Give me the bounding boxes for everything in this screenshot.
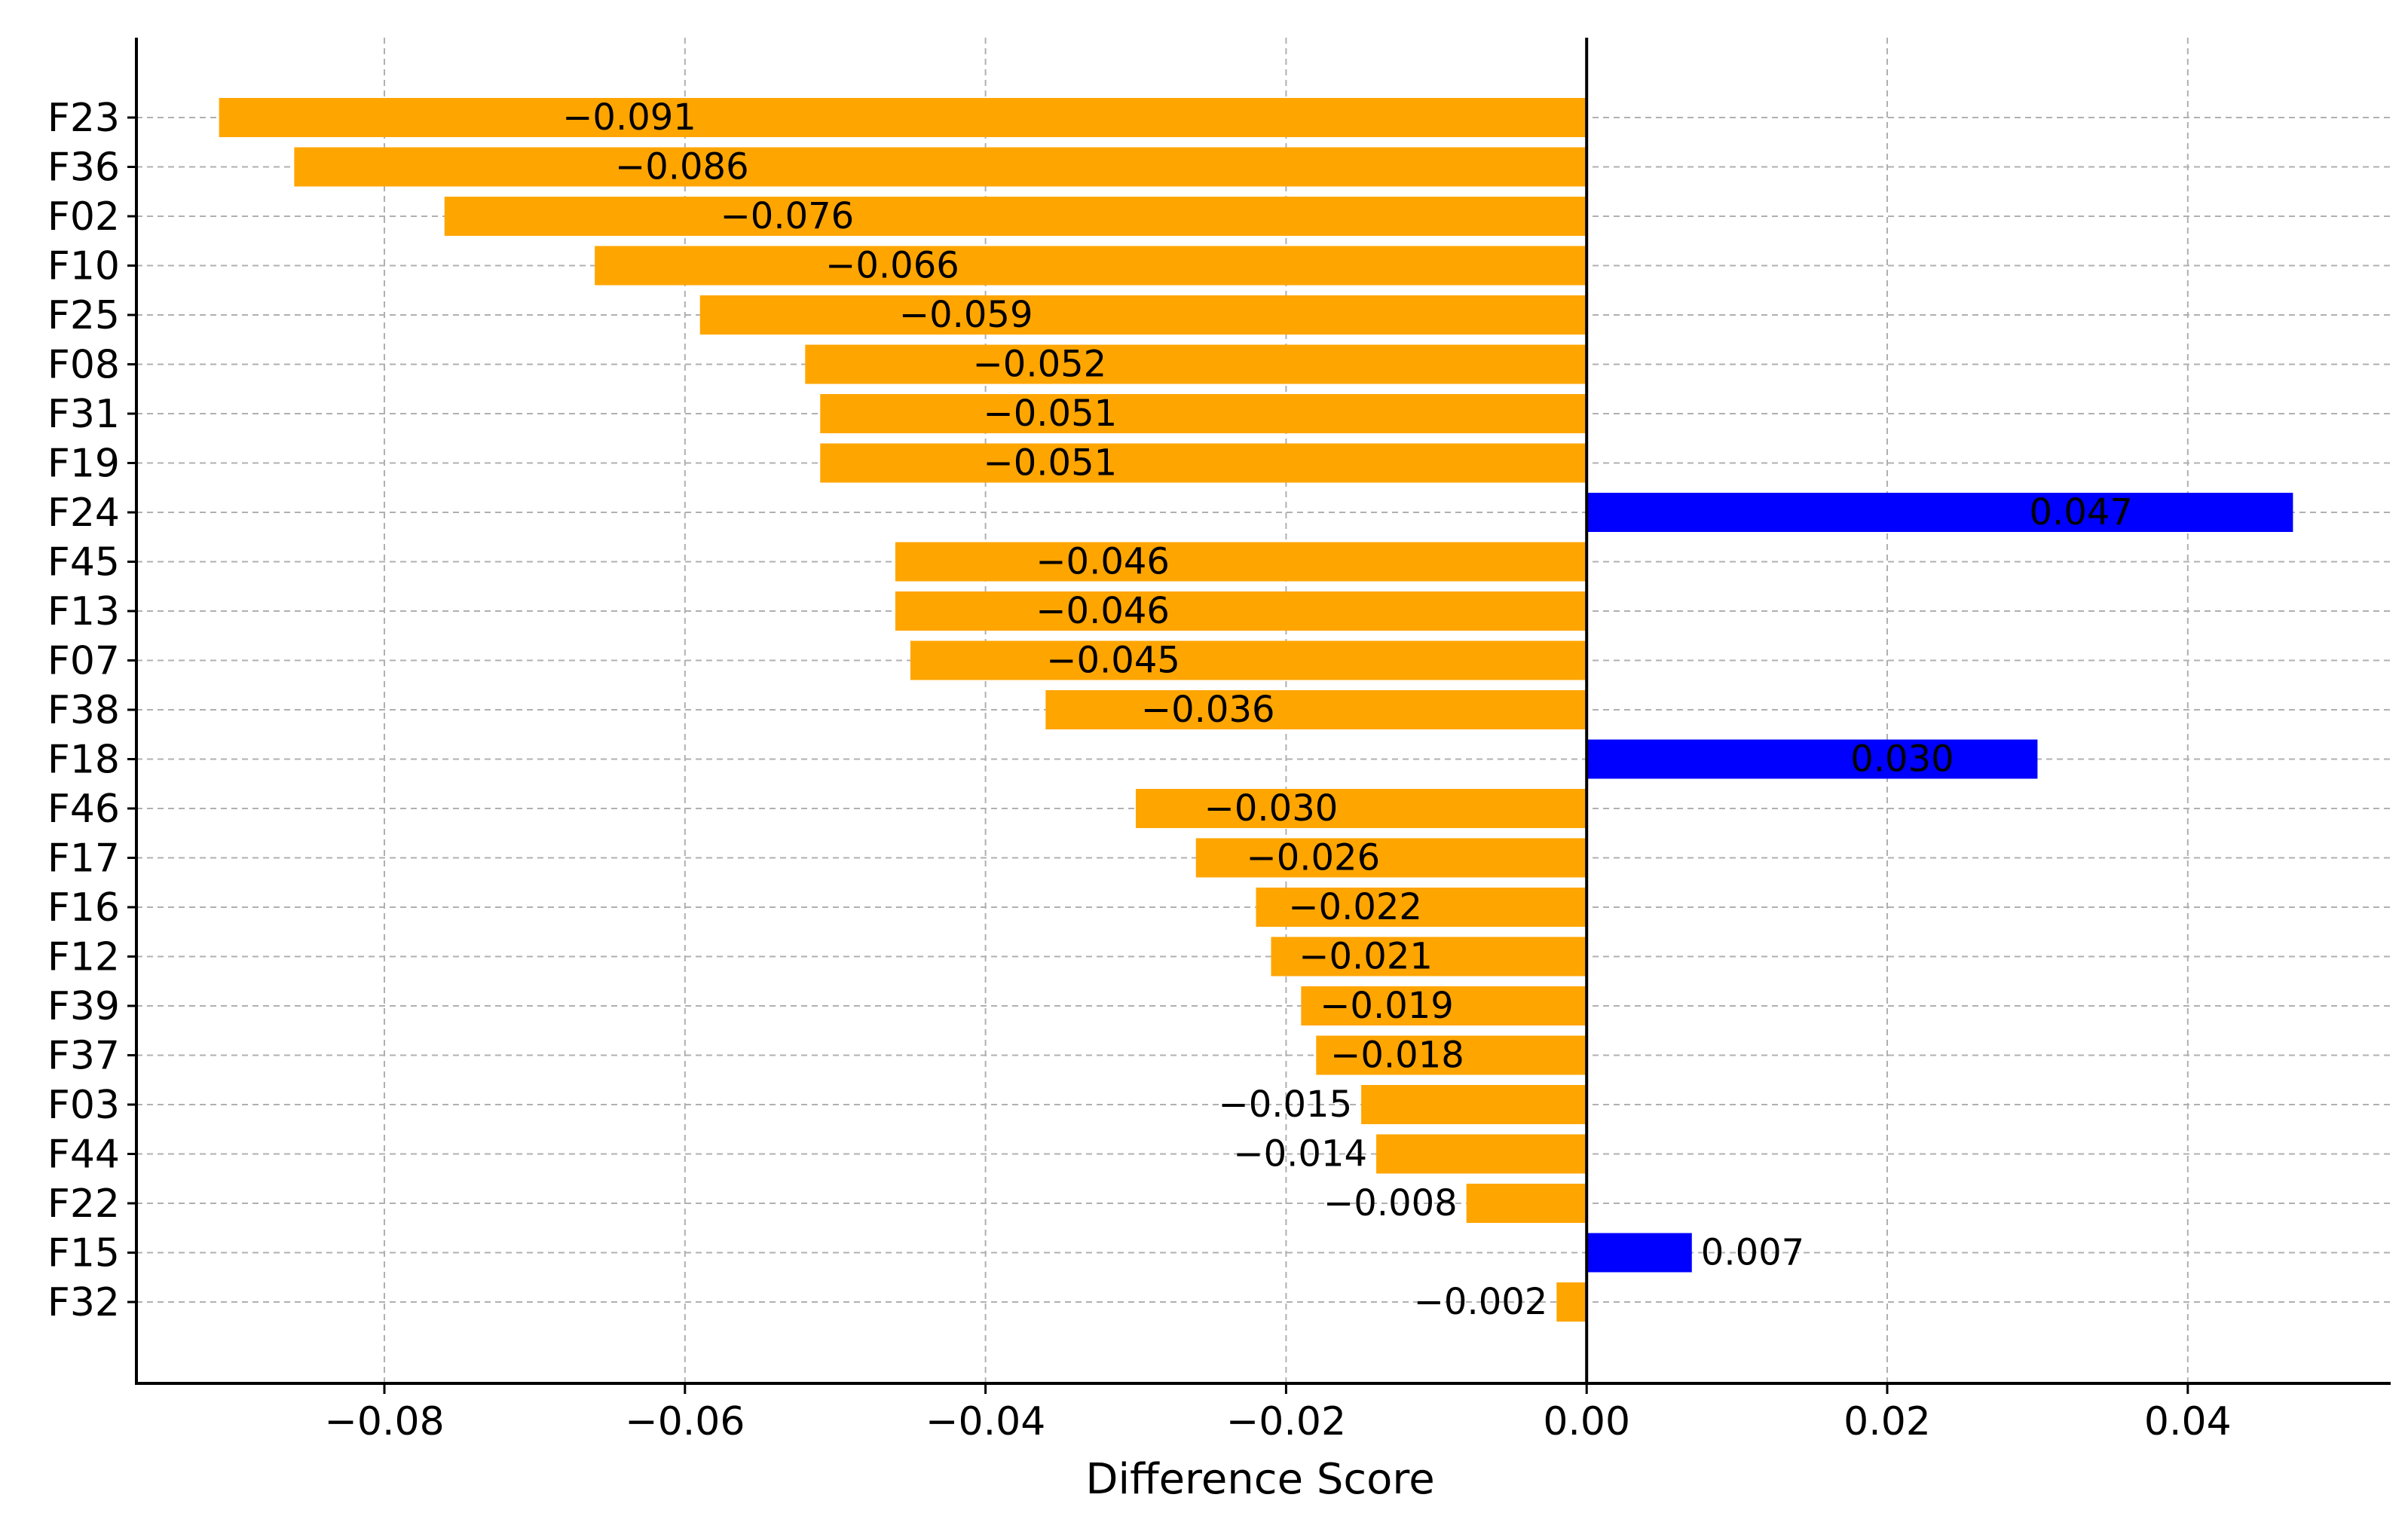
value-label-f23: −0.091 — [562, 96, 696, 139]
y-tick-label-f17: F17 — [47, 836, 120, 882]
value-label-f39: −0.019 — [1320, 985, 1454, 1027]
y-tick-label-f02: F02 — [47, 194, 120, 240]
bar-f32 — [1556, 1282, 1587, 1322]
bar-f25 — [699, 295, 1587, 335]
value-label-f17: −0.026 — [1246, 837, 1380, 879]
y-tick-label-f36: F36 — [47, 145, 120, 191]
value-label-f12: −0.021 — [1299, 936, 1433, 978]
y-tick-label-f08: F08 — [47, 343, 120, 388]
y-tick-label-f22: F22 — [47, 1181, 120, 1227]
value-label-f44: −0.014 — [1233, 1133, 1367, 1175]
bar-f31 — [820, 394, 1587, 433]
bar-f10 — [595, 246, 1587, 286]
y-tick-label-f15: F15 — [47, 1231, 120, 1276]
bar-f37 — [1316, 1035, 1587, 1075]
bar-f19 — [820, 443, 1587, 483]
y-tick-label-f07: F07 — [47, 639, 120, 684]
value-label-f15: 0.007 — [1701, 1232, 1804, 1274]
y-tick-label-f39: F39 — [47, 984, 120, 1029]
value-label-f22: −0.008 — [1323, 1182, 1458, 1224]
value-label-f08: −0.052 — [973, 344, 1107, 386]
value-label-f03: −0.015 — [1218, 1083, 1352, 1126]
bars — [219, 98, 2293, 1322]
bar-f22 — [1466, 1184, 1587, 1223]
value-label-f25: −0.059 — [899, 294, 1033, 336]
x-axis-title: Difference Score — [1085, 1455, 1434, 1504]
value-label-f45: −0.046 — [1036, 541, 1170, 583]
bar-f02 — [444, 197, 1587, 236]
value-label-f37: −0.018 — [1330, 1035, 1464, 1077]
value-label-f24: 0.047 — [2030, 491, 2133, 533]
y-tick-label-f10: F10 — [47, 244, 120, 289]
bar-f03 — [1361, 1085, 1587, 1124]
value-label-f18: 0.030 — [1850, 738, 1954, 781]
bar-f15 — [1586, 1233, 1692, 1273]
value-label-f07: −0.045 — [1046, 640, 1180, 682]
value-label-f16: −0.022 — [1288, 886, 1422, 928]
bar-f39 — [1301, 986, 1587, 1025]
x-tick-label: −0.04 — [926, 1399, 1045, 1444]
bar-f17 — [1195, 838, 1587, 878]
bar-f18 — [1586, 739, 2038, 779]
x-tick-label: 0.02 — [1843, 1399, 1931, 1444]
value-label-f13: −0.046 — [1036, 590, 1170, 632]
y-tick-label-f12: F12 — [47, 935, 120, 980]
x-tick-label: −0.08 — [324, 1399, 444, 1444]
y-tick-label-f23: F23 — [47, 96, 120, 141]
value-label-f36: −0.086 — [615, 146, 749, 188]
y-tick-label-f24: F24 — [47, 491, 120, 536]
bar-f16 — [1256, 888, 1587, 927]
bar-f07 — [910, 640, 1587, 680]
bar-f13 — [895, 591, 1587, 631]
y-tick-label-f13: F13 — [47, 589, 120, 634]
bar-f08 — [805, 344, 1587, 384]
y-tick-label-f31: F31 — [47, 392, 120, 437]
y-tick-label-f03: F03 — [47, 1083, 120, 1128]
bar-f36 — [294, 147, 1587, 187]
bar-f23 — [219, 98, 1587, 137]
value-label-f19: −0.051 — [984, 442, 1118, 484]
bar-f24 — [1586, 493, 2293, 532]
value-label-f31: −0.051 — [984, 393, 1118, 435]
bar-f46 — [1136, 789, 1587, 828]
value-labels: −0.091 −0.086 −0.076 −0.066 −0.059 −0.052 −0.0… — [562, 96, 2133, 1323]
y-tick-label-f44: F44 — [47, 1132, 120, 1178]
value-label-f32: −0.002 — [1414, 1281, 1548, 1323]
y-tick-label-f45: F45 — [47, 540, 120, 585]
y-tick-label-f19: F19 — [47, 442, 120, 487]
y-tick-label-f37: F37 — [47, 1034, 120, 1079]
y-tick-label-f32: F32 — [47, 1280, 120, 1325]
bar-f45 — [895, 542, 1587, 582]
value-label-f02: −0.076 — [721, 195, 855, 237]
bar-f12 — [1271, 937, 1587, 976]
value-label-f46: −0.030 — [1204, 787, 1339, 830]
y-tick-label-f18: F18 — [47, 738, 120, 783]
grid-lines — [136, 38, 2391, 1383]
value-label-f10: −0.066 — [825, 245, 959, 287]
x-tick-label: 0.00 — [1543, 1399, 1630, 1444]
value-label-f38: −0.036 — [1141, 689, 1275, 731]
y-tick-label-f46: F46 — [47, 787, 120, 832]
x-tick-label: −0.06 — [625, 1399, 745, 1444]
bar-f38 — [1045, 690, 1587, 729]
y-tick-label-f38: F38 — [47, 688, 120, 733]
y-tick-label-f16: F16 — [47, 885, 120, 931]
x-tick-label: 0.04 — [2144, 1399, 2232, 1444]
x-tick-label: −0.02 — [1226, 1399, 1346, 1444]
bar-f44 — [1376, 1134, 1587, 1174]
y-tick-label-f25: F25 — [47, 293, 120, 338]
